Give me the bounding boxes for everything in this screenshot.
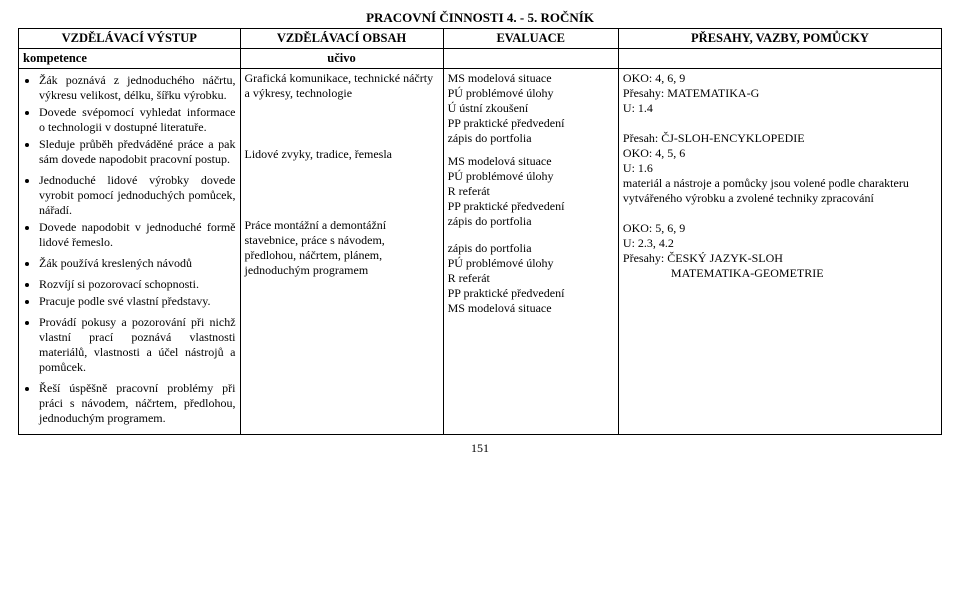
evaluation-block: MS modelová situace PÚ problémové úlohy …	[448, 154, 614, 229]
bullet-item: Provádí pokusy a pozorování při nichž vl…	[39, 315, 236, 375]
bullet-item: Řeší úspěšně pracovní problémy při práci…	[39, 381, 236, 426]
bullet-item: Rozvíjí si pozorovací schopnosti.	[39, 277, 236, 292]
cell-obsah: Grafická komunikace, technické náčrty a …	[240, 69, 443, 435]
bullet-group: Jednoduché lidové výrobky dovede vyrobit…	[23, 173, 236, 250]
bullet-item: Sleduje průběh předváděné práce a pak sá…	[39, 137, 236, 167]
bullet-item: Žák poznává z jednoduchého náčrtu, výkre…	[39, 73, 236, 103]
subheader-eval	[443, 49, 618, 69]
evaluation-block: zápis do portfolia PÚ problémové úlohy R…	[448, 241, 614, 316]
presahy-block: OKO: 4, 6, 9 Přesahy: MATEMATIKA-G U: 1.…	[623, 71, 937, 281]
bullet-item: Jednoduché lidové výrobky dovede vyrobit…	[39, 173, 236, 218]
ucivo-block: Grafická komunikace, technické náčrty a …	[245, 71, 439, 101]
header-evaluace: EVALUACE	[443, 29, 618, 49]
page-number: 151	[18, 441, 942, 456]
evaluation-block: MS modelová situace PÚ problémové úlohy …	[448, 71, 614, 146]
curriculum-table: VZDĚLÁVACÍ VÝSTUP VZDĚLÁVACÍ OBSAH EVALU…	[18, 28, 942, 435]
bullet-group: Řeší úspěšně pracovní problémy při práci…	[23, 381, 236, 426]
bullet-item: Dovede svépomocí vyhledat informace o te…	[39, 105, 236, 135]
header-presahy: PŘESAHY, VAZBY, POMŮCKY	[618, 29, 941, 49]
subheader-presahy	[618, 49, 941, 69]
bullet-group: Žák používá kreslených návodů	[23, 256, 236, 271]
page-title: PRACOVNÍ ČINNOSTI 4. - 5. ROČNÍK	[18, 10, 942, 26]
bullet-group: Rozvíjí si pozorovací schopnosti. Pracuje…	[23, 277, 236, 309]
subheader-kompetence: kompetence	[19, 49, 241, 69]
bullet-group: Provádí pokusy a pozorování při nichž vl…	[23, 315, 236, 375]
cell-evaluace: MS modelová situace PÚ problémové úlohy …	[443, 69, 618, 435]
subheader-ucivo: učivo	[240, 49, 443, 69]
bullet-item: Dovede napodobit v jednoduché formě lido…	[39, 220, 236, 250]
bullet-item: Pracuje podle své vlastní představy.	[39, 294, 236, 309]
bullet-item: Žák používá kreslených návodů	[39, 256, 236, 271]
header-obsah: VZDĚLÁVACÍ OBSAH	[240, 29, 443, 49]
header-vystup: VZDĚLÁVACÍ VÝSTUP	[19, 29, 241, 49]
cell-vystup: Žák poznává z jednoduchého náčrtu, výkre…	[19, 69, 241, 435]
ucivo-block: Práce montážní a demontážní stavebnice, …	[245, 218, 439, 278]
ucivo-block: Lidové zvyky, tradice, řemesla	[245, 147, 439, 162]
cell-presahy: OKO: 4, 6, 9 Přesahy: MATEMATIKA-G U: 1.…	[618, 69, 941, 435]
bullet-group: Žák poznává z jednoduchého náčrtu, výkre…	[23, 73, 236, 167]
